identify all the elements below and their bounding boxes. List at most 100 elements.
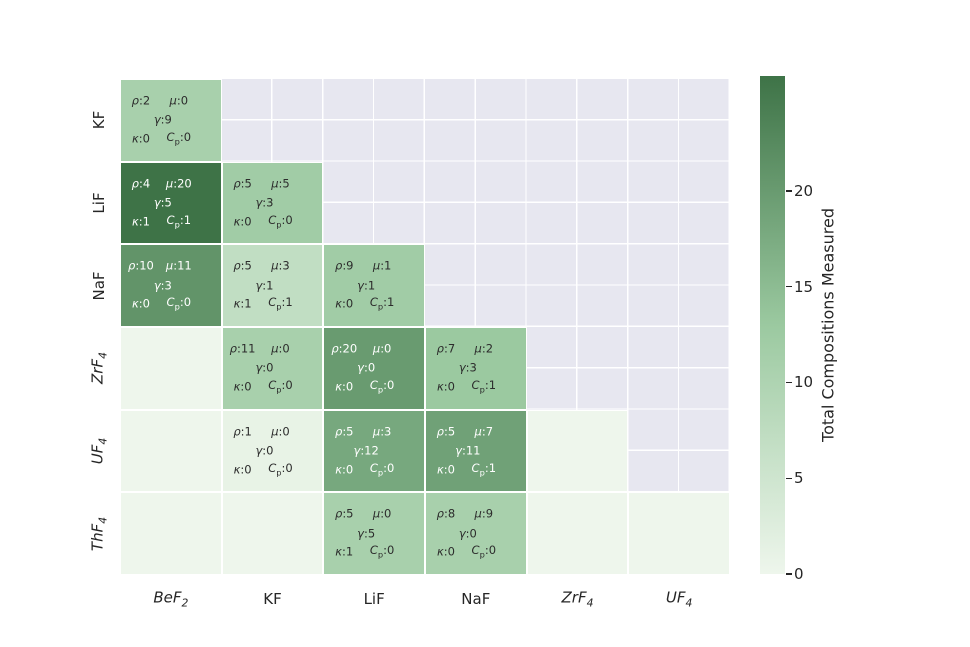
annotation-rho: ρ:5 [335,423,354,438]
annotation-mu: μ:0 [169,93,189,108]
annotation-kappa: κ:0 [335,379,354,394]
annotation-kappa: κ:0 [233,461,252,476]
heatmap-cell-LiF-KF: ρ:5 μ:5 γ:3 κ:0 Cp:0 [221,161,324,245]
annotation-kappa: κ:0 [233,379,252,394]
annotation-mu: μ:1 [372,258,392,273]
annotation-cp: Cp:0 [471,543,497,560]
annotation-kappa: κ:1 [131,213,150,228]
annotation-gamma: γ:1 [357,277,376,292]
annotation-rho: ρ:8 [436,506,456,521]
annotation-mu: μ:0 [271,341,290,356]
annotation-kappa: κ:1 [233,296,252,311]
annotation-mu: μ:11 [165,258,192,273]
annotation-rho: ρ:7 [436,341,456,356]
colorbar-tick-label-20: 20 [794,181,814,200]
annotation-gamma: γ:0 [255,360,274,375]
colorbar-tick-label-0: 0 [794,565,804,583]
y-tick-label-KF: KF [90,111,108,130]
heatmap-cell-empty [120,409,222,493]
heatmap-cell-empty [628,492,730,575]
annotation-gamma: γ:3 [255,195,274,210]
heatmap-cell-UF4-KF: ρ:1 μ:0 γ:0 κ:0 Cp:0 [221,409,324,493]
annotation-mu: μ:3 [271,258,290,273]
annotation-rho: ρ:5 [335,506,354,521]
heatmap-cell-NaF-LiF: ρ:9 μ:1 γ:1 κ:0 Cp:1 [323,244,425,327]
annotation-rho: ρ:11 [229,341,256,356]
annotation-mu: μ:7 [474,423,494,438]
annotation-cp: Cp:1 [268,295,293,312]
heatmap: ρ:2 μ:0 γ:9 κ:0 Cp:0 ρ:4 μ:20 γ:5 κ:1 Cp:1 ρ:5 μ:5 γ… [120,79,730,575]
annotation-mu: μ:0 [372,341,392,356]
annotation-kappa: κ:0 [335,461,354,476]
colorbar-gradient [760,76,785,574]
annotation-mu: μ:20 [165,175,192,190]
annotation-cp: Cp:0 [369,543,395,560]
annotation-rho: ρ:1 [233,423,252,438]
heatmap-cell-NaF-KF: ρ:5 μ:3 γ:1 κ:1 Cp:1 [221,244,324,327]
annotation-mu: μ:0 [271,423,290,438]
heatmap-cell-ZrF4-KF: ρ:11 μ:0 γ:0 κ:0 Cp:0 [221,327,324,410]
heatmap-cell-empty [526,409,629,493]
heatmap-cell-NaF-BeF2: ρ:10 μ:11 γ:3 κ:0 Cp:0 [120,244,222,327]
heatmap-cell-KF-BeF2: ρ:2 μ:0 γ:9 κ:0 Cp:0 [120,79,222,162]
annotation-cp: Cp:0 [166,295,192,312]
annotation-kappa: κ:0 [335,296,354,311]
annotation-rho: ρ:20 [331,341,358,356]
x-tick-label-UF4: UF4 [665,588,693,610]
x-tick-label-NaF: NaF [461,590,491,608]
annotation-mu: μ:5 [271,175,290,190]
x-tick-label-LiF: LiF [363,590,385,608]
annotation-rho: ρ:9 [335,258,354,273]
annotation-cp: Cp:0 [369,460,395,478]
annotation-kappa: κ:0 [233,213,252,228]
annotation-gamma: γ:0 [255,443,274,458]
annotation-gamma: γ:3 [458,360,477,375]
annotation-rho: ρ:5 [233,258,252,273]
annotation-rho: ρ:10 [128,258,154,273]
x-tick-label-BeF2: BeF2 [153,588,189,610]
annotation-mu: μ:3 [372,423,392,438]
annotation-rho: ρ:2 [131,93,151,108]
annotation-cp: Cp:0 [369,378,395,395]
annotation-gamma: γ:5 [153,195,172,210]
heatmap-cell-LiF-BeF2: ρ:4 μ:20 γ:5 κ:1 Cp:1 [120,161,222,245]
heatmap-cell-empty [526,492,629,575]
annotation-gamma: γ:0 [357,360,376,375]
colorbar-tickmark [786,381,792,384]
annotation-cp: Cp:1 [369,295,395,312]
y-tick-label-UF4: UF4 [88,437,110,465]
annotation-gamma: γ:3 [153,277,172,292]
annotation-rho: ρ:5 [233,175,252,190]
annotation-kappa: κ:0 [436,461,455,476]
heatmap-cell-UF4-NaF: ρ:5 μ:7 γ:11 κ:0 Cp:1 [425,409,527,493]
heatmap-cell-ZrF4-NaF: ρ:7 μ:2 γ:3 κ:0 Cp:1 [425,327,527,410]
annotation-gamma: γ:12 [353,443,379,458]
annotation-kappa: κ:0 [436,544,455,559]
annotation-cp: Cp:0 [268,460,293,478]
colorbar-tickmark [786,285,792,288]
colorbar-tick-label-15: 15 [794,277,814,296]
annotation-cp: Cp:0 [166,130,192,147]
heatmap-cell-UF4-LiF: ρ:5 μ:3 γ:12 κ:0 Cp:0 [323,409,425,493]
annotation-gamma: γ:0 [458,525,477,540]
heatmap-cell-empty [221,492,324,575]
colorbar-tick-label-10: 10 [794,373,814,392]
annotation-rho: ρ:5 [436,423,456,438]
y-tick-label-LiF: LiF [90,192,108,214]
annotation-gamma: γ:1 [255,277,274,292]
colorbar-label: Total Compositions Measured [818,208,838,442]
colorbar-tick-label-5: 5 [794,469,804,488]
colorbar-tickmark [786,477,792,479]
annotation-rho: ρ:4 [131,175,151,190]
heatmap-cell-ZrF4-LiF: ρ:20 μ:0 γ:0 κ:0 Cp:0 [323,327,425,410]
y-tick-label-ZrF4: ZrF4 [88,352,110,385]
annotation-cp: Cp:1 [471,378,497,395]
annotation-cp: Cp:0 [268,212,293,230]
annotation-cp: Cp:0 [268,378,293,395]
heatmap-cell-ThF4-LiF: ρ:5 μ:0 γ:5 κ:1 Cp:0 [323,492,425,575]
colorbar-tickmark [786,190,792,192]
y-tick-label-NaF: NaF [90,271,108,301]
annotation-kappa: κ:0 [131,296,150,311]
heatmap-cell-empty [120,492,222,575]
